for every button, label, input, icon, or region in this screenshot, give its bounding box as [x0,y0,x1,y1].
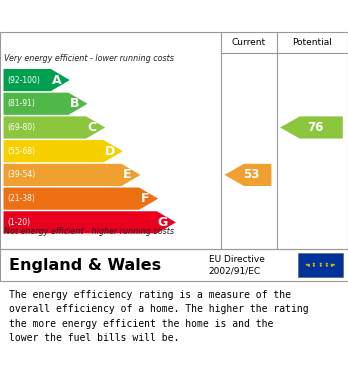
Text: ★: ★ [330,263,334,267]
Text: D: D [105,145,115,158]
Text: ★: ★ [307,264,310,267]
Text: ★: ★ [330,264,334,267]
Polygon shape [280,117,343,138]
Text: 53: 53 [243,169,260,181]
Text: The energy efficiency rating is a measure of the
overall efficiency of a home. T: The energy efficiency rating is a measur… [9,290,308,343]
Polygon shape [3,140,123,162]
Text: ★: ★ [318,264,322,268]
Polygon shape [3,211,176,233]
Text: (55-68): (55-68) [8,147,36,156]
Polygon shape [3,117,105,138]
Text: EU Directive: EU Directive [209,255,265,264]
Text: E: E [123,169,132,181]
Text: Current: Current [232,38,266,47]
Text: (92-100): (92-100) [8,75,40,84]
Polygon shape [3,188,158,210]
Text: G: G [158,216,168,229]
Text: Not energy efficient - higher running costs: Not energy efficient - higher running co… [4,227,174,236]
Text: England & Wales: England & Wales [9,258,161,273]
Text: ★: ★ [332,263,335,267]
Text: (81-91): (81-91) [8,99,35,108]
Text: (69-80): (69-80) [8,123,36,132]
Text: ★: ★ [305,263,308,267]
Text: B: B [70,97,79,110]
Text: (21-38): (21-38) [8,194,35,203]
Text: ★: ★ [311,262,315,266]
Text: ★: ★ [311,264,315,268]
Text: ★: ★ [307,263,310,267]
Text: A: A [52,74,62,86]
Polygon shape [224,164,271,186]
Text: F: F [141,192,149,205]
Text: C: C [88,121,97,134]
Polygon shape [3,164,141,186]
Text: ★: ★ [318,262,322,266]
Polygon shape [3,69,70,91]
Text: Potential: Potential [292,38,332,47]
Text: 76: 76 [307,121,323,134]
Text: (39-54): (39-54) [8,170,36,179]
Polygon shape [3,93,87,115]
Text: Very energy efficient - lower running costs: Very energy efficient - lower running co… [4,54,174,63]
Text: (1-20): (1-20) [8,218,31,227]
Text: ★: ★ [325,262,329,266]
Bar [298,253,343,277]
Text: 2002/91/EC: 2002/91/EC [209,266,261,275]
Text: Energy Efficiency Rating: Energy Efficiency Rating [9,9,211,23]
Text: ★: ★ [325,264,329,268]
